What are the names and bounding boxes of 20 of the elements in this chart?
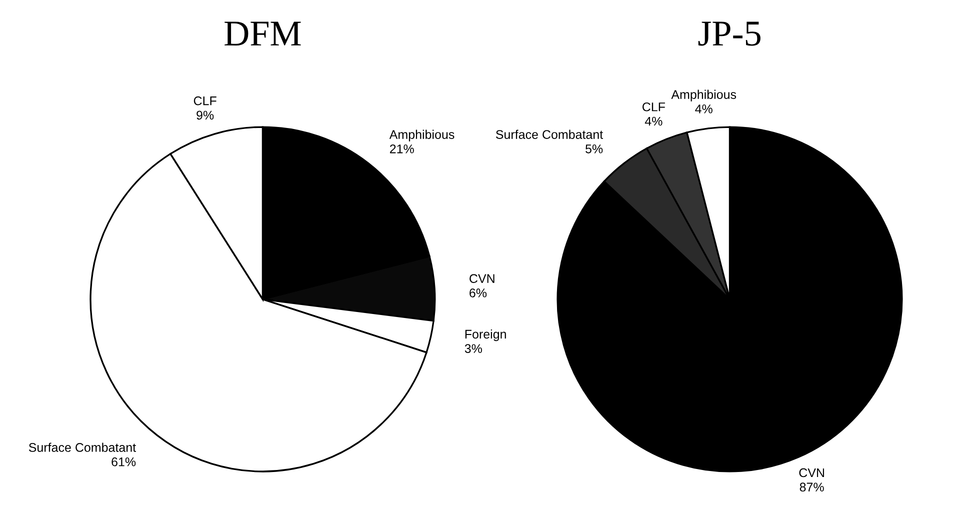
data-label: 21% xyxy=(390,144,414,154)
data-label: 4% xyxy=(695,104,712,114)
slice-label: CVN xyxy=(799,468,824,478)
slice-label: Foreign xyxy=(465,329,506,342)
slice-label: CLF xyxy=(642,102,665,112)
data-label: 61% xyxy=(112,457,136,466)
data-label: 5% xyxy=(586,144,603,154)
data-label: 4% xyxy=(644,116,662,126)
slice-label: CVN xyxy=(470,274,494,283)
data-label: 3% xyxy=(464,344,482,353)
chart-title: JP-5 xyxy=(698,22,760,46)
data-label: 6% xyxy=(470,288,487,298)
slice-label: Surface Combatant xyxy=(28,442,136,452)
slice-label: Amphibious xyxy=(389,130,454,142)
chart-title: DFM xyxy=(224,22,301,46)
data-label: 87% xyxy=(800,482,824,492)
slice-label: Amphibious xyxy=(671,90,736,102)
slice-label: Surface Combatant xyxy=(496,130,604,139)
slice-label: CLF xyxy=(194,96,216,106)
data-label: 9% xyxy=(196,110,214,120)
